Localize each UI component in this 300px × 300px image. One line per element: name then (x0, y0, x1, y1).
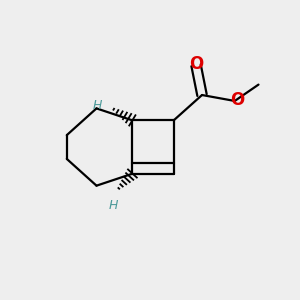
Text: O: O (230, 91, 244, 109)
Text: H: H (93, 99, 102, 112)
Text: H: H (108, 199, 118, 212)
Text: O: O (189, 55, 203, 73)
